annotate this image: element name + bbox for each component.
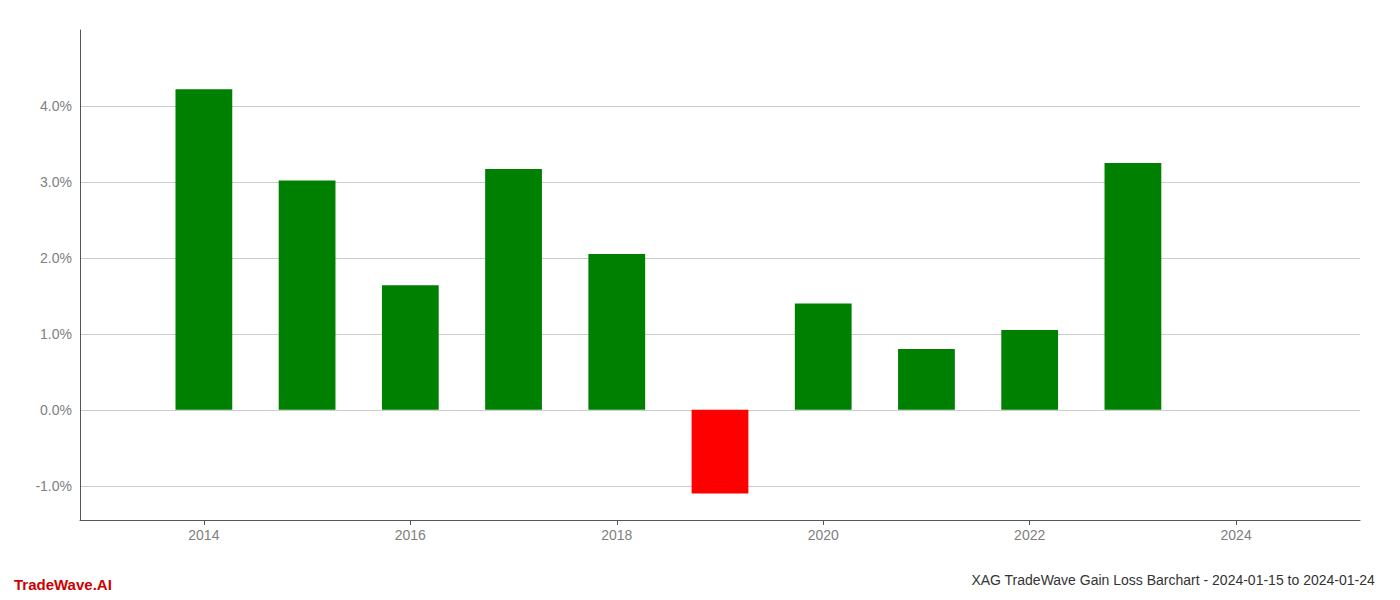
svg-text:1.0%: 1.0% bbox=[40, 326, 72, 342]
svg-text:XAG TradeWave Gain Loss Barcha: XAG TradeWave Gain Loss Barchart - 2024-… bbox=[971, 572, 1375, 588]
svg-text:2018: 2018 bbox=[601, 527, 632, 543]
svg-text:2016: 2016 bbox=[395, 527, 426, 543]
svg-text:0.0%: 0.0% bbox=[40, 402, 72, 418]
svg-text:3.0%: 3.0% bbox=[40, 174, 72, 190]
svg-text:2022: 2022 bbox=[1014, 527, 1045, 543]
svg-text:4.0%: 4.0% bbox=[40, 98, 72, 114]
svg-text:TradeWave.AI: TradeWave.AI bbox=[14, 576, 112, 593]
svg-text:2.0%: 2.0% bbox=[40, 250, 72, 266]
svg-text:2020: 2020 bbox=[808, 527, 839, 543]
svg-text:-1.0%: -1.0% bbox=[35, 478, 72, 494]
svg-text:2024: 2024 bbox=[1221, 527, 1252, 543]
svg-text:2014: 2014 bbox=[188, 527, 219, 543]
